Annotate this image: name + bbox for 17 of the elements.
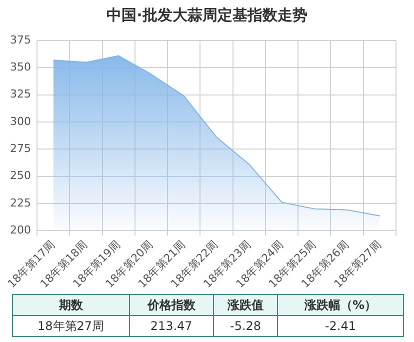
text: -5.28 (214, 316, 278, 336)
y-tick-label: 375 (10, 33, 31, 46)
chart-title: 中国·批发大蒜周定基指数走势 (106, 5, 308, 26)
y-tick-label: 350 (10, 60, 31, 74)
y-tick-label: 225 (10, 196, 31, 210)
text: 涨跌幅（%） (277, 294, 404, 316)
text: 18年第27周 (12, 316, 130, 336)
text: 涨跌值 (214, 294, 278, 316)
text: 价格指数 (129, 294, 214, 316)
y-tick-label: 300 (10, 114, 31, 128)
y-tick-label: 275 (10, 142, 31, 155)
text: -2.41 (277, 316, 404, 336)
text: 期数 (12, 294, 130, 316)
text: 213.47 (129, 316, 214, 336)
y-tick-label: 325 (10, 88, 31, 101)
y-tick-label: 250 (10, 169, 31, 182)
y-tick-label: 200 (10, 223, 31, 236)
